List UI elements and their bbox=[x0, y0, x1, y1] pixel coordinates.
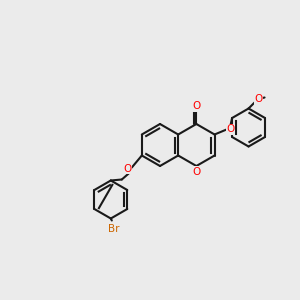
Text: O: O bbox=[254, 94, 263, 104]
Text: O: O bbox=[124, 164, 132, 173]
Text: O: O bbox=[226, 124, 235, 134]
Text: Br: Br bbox=[108, 224, 119, 233]
Text: O: O bbox=[192, 167, 200, 177]
Text: O: O bbox=[192, 101, 200, 111]
